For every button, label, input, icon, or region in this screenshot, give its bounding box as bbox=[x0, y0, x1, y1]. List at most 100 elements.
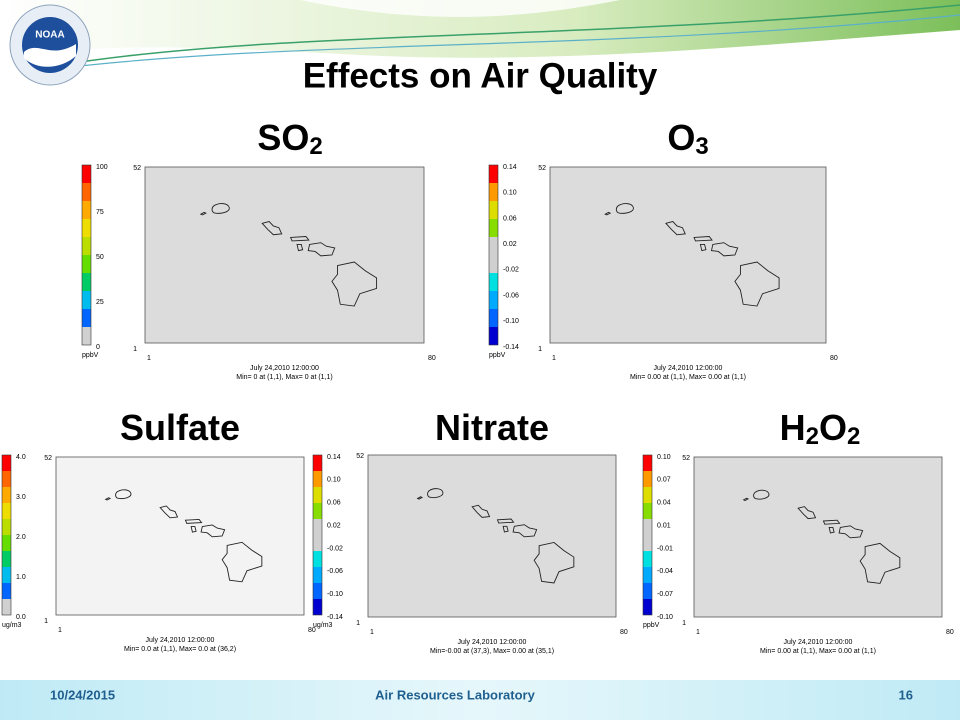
label-part: O bbox=[667, 117, 695, 158]
colorbar-segment bbox=[643, 455, 652, 471]
colorbar-segment bbox=[82, 183, 91, 201]
island-outline bbox=[694, 237, 712, 241]
island-outline bbox=[212, 204, 229, 214]
panel-label: O3 bbox=[667, 117, 708, 161]
colorbar-segment bbox=[489, 201, 498, 219]
colorbar-segment bbox=[489, 291, 498, 309]
panel-label: SO2 bbox=[257, 117, 322, 161]
map-date: July 24,2010 12:00:00 bbox=[250, 365, 319, 372]
header-line bbox=[79, 4, 960, 63]
map-area bbox=[693, 456, 943, 618]
island-outline bbox=[605, 212, 610, 214]
map-minmax: Min= 0.00 at (1,1), Max= 0.00 at (1,1) bbox=[630, 374, 746, 381]
island-outline bbox=[744, 498, 748, 500]
subscript: 2 bbox=[806, 423, 819, 450]
subscript: 3 bbox=[695, 133, 708, 160]
colorbar-tick-label: -0.01 bbox=[657, 545, 673, 552]
colorbar-segment bbox=[2, 567, 11, 583]
y-axis-bottom: 1 bbox=[682, 620, 686, 627]
header-swoosh bbox=[0, 0, 960, 60]
x-axis-left: 1 bbox=[552, 355, 556, 362]
colorbar-segment bbox=[489, 309, 498, 327]
colorbar-unit: ug/m3 bbox=[313, 622, 333, 629]
colorbar-tick-label: 75 bbox=[96, 209, 104, 216]
y-axis-top: 52 bbox=[44, 455, 52, 462]
island-outline bbox=[839, 526, 863, 538]
y-axis-top: 52 bbox=[538, 165, 546, 172]
island-outline bbox=[534, 542, 574, 583]
label-part: O bbox=[819, 407, 847, 448]
x-axis-right: 80 bbox=[946, 629, 954, 636]
island-outline bbox=[201, 525, 225, 537]
colorbar-tick-label: 0.0 bbox=[16, 614, 26, 621]
colorbar-segment bbox=[2, 535, 11, 551]
footer-date: 10/24/2015 bbox=[50, 687, 115, 702]
island-outline bbox=[735, 262, 779, 306]
colorbar-segment bbox=[313, 567, 322, 583]
colorbar-tick-label: 0.06 bbox=[327, 500, 341, 507]
colorbar-segment bbox=[313, 503, 322, 519]
island-outline bbox=[291, 237, 309, 241]
island-outline bbox=[798, 507, 815, 519]
header-line bbox=[79, 14, 960, 67]
colorbar-segment bbox=[489, 183, 498, 201]
y-axis-top: 52 bbox=[682, 455, 690, 462]
map-minmax: Min= 0.0 at (1,1), Max= 0.0 at (36,2) bbox=[124, 646, 236, 653]
map-area bbox=[144, 166, 425, 344]
island-outline bbox=[513, 525, 537, 537]
logo-wave bbox=[24, 44, 76, 67]
islands bbox=[605, 204, 779, 306]
map-date: July 24,2010 12:00:00 bbox=[458, 639, 527, 646]
colorbar-tick-label: -0.02 bbox=[327, 545, 343, 552]
colorbar-segment bbox=[643, 599, 652, 615]
island-outline bbox=[472, 505, 489, 517]
colorbar-segment bbox=[643, 471, 652, 487]
colorbar-frame bbox=[488, 164, 499, 346]
colorbar-tick-label: -0.02 bbox=[503, 267, 519, 274]
y-axis-bottom: 1 bbox=[133, 346, 137, 353]
label-part: Nitrate bbox=[435, 407, 549, 448]
x-axis-left: 1 bbox=[696, 629, 700, 636]
colorbar-segment bbox=[489, 273, 498, 291]
map-date: July 24,2010 12:00:00 bbox=[654, 365, 723, 372]
colorbar-tick-label: 3.0 bbox=[16, 494, 26, 501]
x-axis-right: 80 bbox=[830, 355, 838, 362]
colorbar-tick-label: 0.14 bbox=[503, 164, 517, 171]
subscript: 2 bbox=[847, 423, 860, 450]
colorbar-segment bbox=[643, 567, 652, 583]
colorbar-segment bbox=[313, 519, 322, 535]
island-outline bbox=[497, 519, 513, 523]
x-axis-right: 80 bbox=[308, 627, 316, 634]
label-part: Sulfate bbox=[120, 407, 240, 448]
colorbar-segment bbox=[82, 255, 91, 273]
island-outline bbox=[297, 244, 303, 250]
y-axis-top: 52 bbox=[356, 453, 364, 460]
map-date: July 24,2010 12:00:00 bbox=[146, 637, 215, 644]
y-axis-bottom: 1 bbox=[44, 618, 48, 625]
x-axis-left: 1 bbox=[147, 355, 151, 362]
islands bbox=[106, 490, 262, 582]
colorbar-segment bbox=[82, 237, 91, 255]
colorbar-segment bbox=[489, 327, 498, 345]
colorbar-frame bbox=[81, 164, 92, 346]
colorbar-tick-label: -0.14 bbox=[503, 344, 519, 351]
colorbar-tick-label: 0.06 bbox=[503, 215, 517, 222]
colorbar-segment bbox=[313, 487, 322, 503]
colorbar-unit: ppbV bbox=[82, 352, 99, 359]
colorbar-frame bbox=[1, 454, 12, 616]
colorbar-segment bbox=[313, 551, 322, 567]
colorbar-segment bbox=[313, 455, 322, 471]
y-axis-bottom: 1 bbox=[356, 620, 360, 627]
island-outline bbox=[754, 490, 769, 499]
colorbar-tick-label: -0.06 bbox=[327, 568, 343, 575]
colorbar-segment bbox=[2, 455, 11, 471]
island-outline bbox=[185, 519, 201, 523]
colorbar-segment bbox=[643, 535, 652, 551]
colorbar-unit: ppbV bbox=[643, 622, 660, 629]
map-area bbox=[55, 456, 305, 616]
colorbar-segment bbox=[313, 583, 322, 599]
colorbar-segment bbox=[82, 165, 91, 183]
colorbar-unit: ppbV bbox=[489, 352, 506, 359]
island-outline bbox=[201, 212, 206, 214]
